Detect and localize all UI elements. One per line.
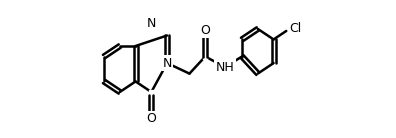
Text: O: O [147,112,156,125]
Text: O: O [200,24,210,37]
Text: N: N [147,17,156,30]
Text: N: N [162,57,172,70]
Text: Cl: Cl [289,22,302,35]
Text: NH: NH [215,61,234,74]
